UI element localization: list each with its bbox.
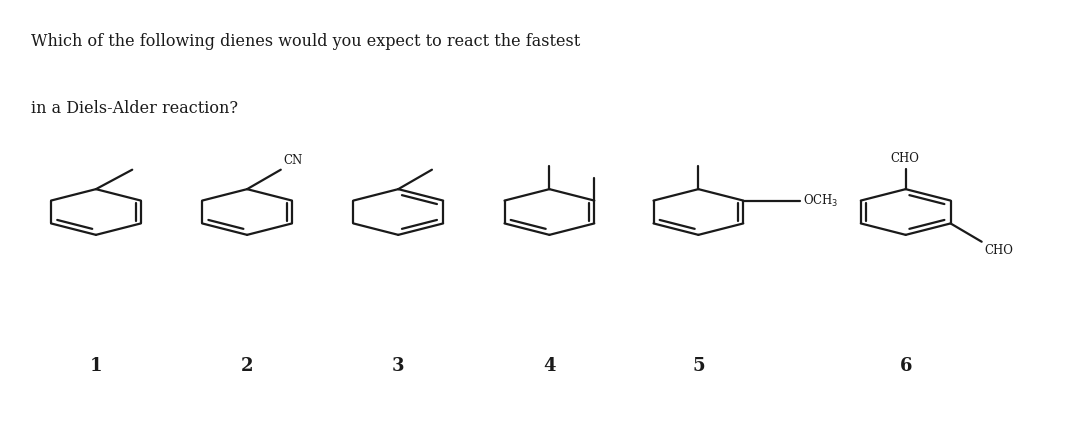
Text: 4: 4	[543, 357, 556, 375]
Text: 1: 1	[89, 357, 102, 375]
Text: CHO: CHO	[985, 244, 1013, 257]
Text: OCH$_3$: OCH$_3$	[803, 192, 839, 209]
Text: 2: 2	[240, 357, 254, 375]
Text: Which of the following dienes would you expect to react the fastest: Which of the following dienes would you …	[32, 33, 580, 50]
Text: in a Diels-Alder reaction?: in a Diels-Alder reaction?	[32, 100, 238, 117]
Text: 6: 6	[900, 357, 912, 375]
Text: CN: CN	[284, 154, 302, 167]
Text: 5: 5	[692, 357, 705, 375]
Text: CHO: CHO	[890, 152, 919, 165]
Text: 3: 3	[392, 357, 405, 375]
